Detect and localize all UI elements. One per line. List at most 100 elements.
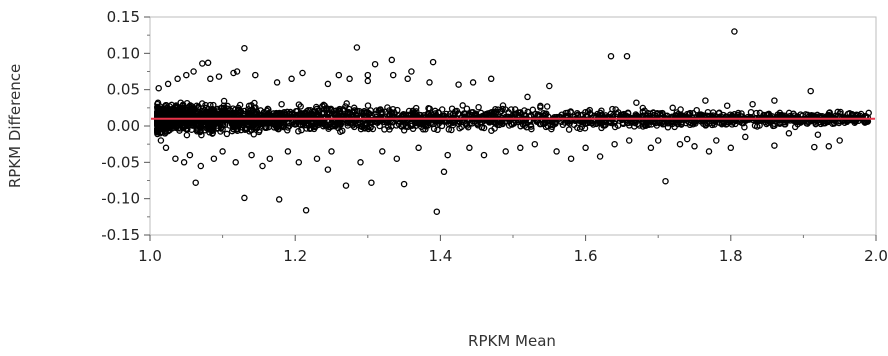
data-point	[528, 125, 535, 133]
data-point	[192, 179, 199, 186]
data-point	[771, 97, 778, 104]
data-point	[219, 148, 226, 155]
data-point	[180, 159, 188, 166]
data-point	[275, 196, 283, 203]
y-axis: 0.15 0.10 0.05 0.00 -0.05 -0.10 -0.15	[101, 8, 150, 244]
data-point	[731, 28, 738, 35]
data-point	[250, 131, 258, 138]
data-point	[548, 116, 555, 124]
data-point	[491, 125, 498, 132]
data-point	[365, 125, 372, 133]
data-point	[180, 124, 187, 132]
data-point	[586, 106, 593, 114]
data-point	[474, 121, 482, 129]
data-point	[438, 106, 446, 113]
data-point	[266, 155, 274, 162]
data-point	[324, 106, 331, 113]
data-point	[794, 120, 801, 128]
data-point	[749, 100, 756, 108]
data-point	[502, 148, 509, 155]
data-point	[625, 137, 633, 144]
data-point	[540, 110, 547, 117]
data-point	[155, 126, 162, 134]
data-point	[812, 120, 820, 127]
data-point	[391, 109, 398, 116]
data-point	[469, 109, 477, 116]
data-point	[713, 137, 720, 144]
data-point	[779, 114, 786, 121]
data-point	[544, 122, 552, 130]
data-point	[324, 80, 332, 88]
data-point	[393, 155, 401, 162]
data-point	[429, 58, 437, 66]
data-point	[174, 75, 181, 83]
data-point	[480, 151, 488, 159]
data-point	[444, 151, 451, 159]
data-point	[738, 110, 745, 117]
data-point	[335, 71, 343, 79]
data-point	[589, 121, 597, 128]
data-point	[727, 144, 735, 152]
data-point	[259, 116, 267, 124]
data-point	[502, 106, 509, 113]
data-point	[466, 144, 473, 152]
data-point	[302, 207, 310, 214]
data-point	[183, 110, 190, 117]
data-point	[351, 123, 358, 131]
data-point	[741, 123, 748, 131]
data-point	[157, 137, 165, 144]
data-point	[543, 103, 551, 110]
data-point	[546, 82, 553, 90]
x-tick-label: 1.2	[283, 247, 307, 265]
data-point	[256, 120, 263, 127]
data-point	[669, 104, 676, 112]
data-point	[276, 111, 284, 119]
data-point	[683, 135, 691, 143]
data-point	[232, 159, 239, 166]
data-point	[275, 119, 282, 127]
data-point	[245, 123, 253, 130]
data-point	[440, 168, 448, 176]
data-point	[255, 128, 263, 136]
data-point	[464, 123, 472, 131]
data-point	[198, 131, 205, 139]
data-point	[223, 130, 231, 138]
data-point	[215, 73, 223, 80]
data-point	[280, 116, 288, 124]
y-tick-label: 0.00	[107, 117, 140, 135]
data-point	[566, 120, 573, 127]
data-point	[771, 142, 778, 149]
data-point	[197, 162, 205, 170]
data-point	[280, 123, 288, 130]
data-point	[353, 44, 361, 51]
data-point	[723, 102, 731, 109]
data-point	[162, 144, 170, 152]
data-point	[333, 107, 340, 114]
data-point	[811, 143, 818, 151]
data-point	[468, 120, 476, 127]
data-point	[241, 44, 248, 52]
data-point	[524, 93, 531, 101]
data-point	[328, 148, 335, 155]
data-point	[368, 179, 375, 186]
data-point	[339, 127, 346, 135]
data-point	[288, 75, 295, 83]
data-point	[438, 122, 446, 130]
data-point	[657, 110, 664, 117]
data-point	[199, 60, 206, 67]
data-point	[189, 105, 196, 113]
data-point	[369, 125, 377, 133]
x-tick-label: 1.0	[138, 247, 162, 265]
data-point	[400, 180, 408, 188]
data-point	[817, 114, 825, 121]
data-point	[426, 79, 433, 86]
data-point	[320, 101, 327, 109]
data-point	[431, 107, 439, 115]
data-point	[295, 128, 302, 135]
data-point	[613, 110, 620, 118]
data-point	[245, 102, 253, 110]
data-point	[204, 59, 212, 67]
data-point	[861, 119, 869, 126]
data-point	[662, 177, 669, 185]
data-point	[215, 108, 222, 116]
